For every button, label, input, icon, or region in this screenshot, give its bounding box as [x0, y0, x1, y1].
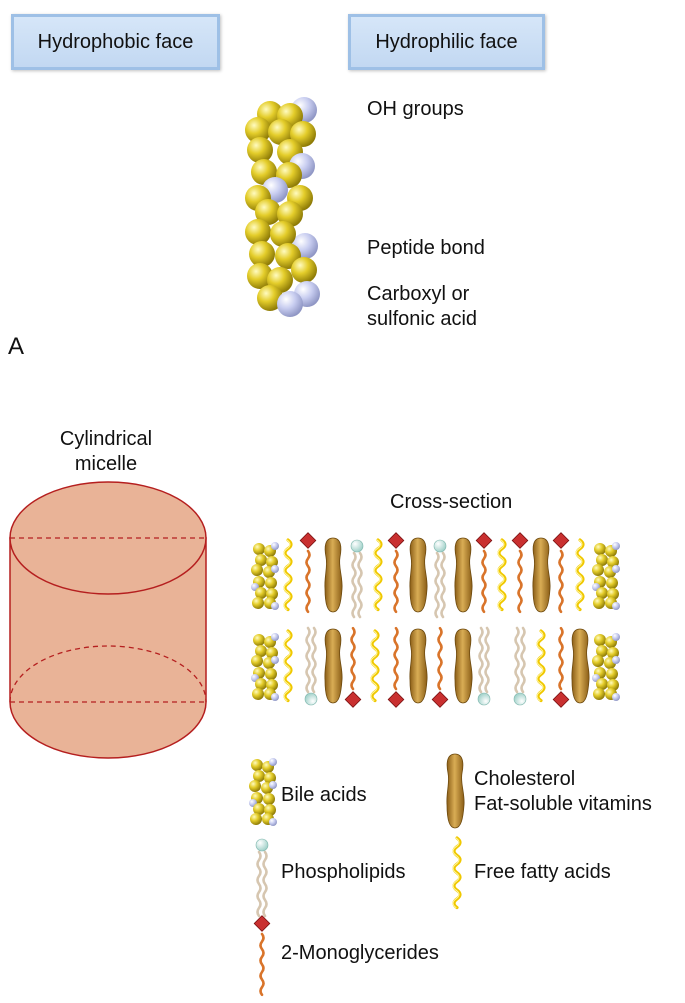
- phospholipid: [434, 540, 446, 617]
- cholesterol: [410, 629, 427, 703]
- cylindrical-micelle-label-line2: micelle: [36, 451, 176, 477]
- cholesterol: [572, 629, 589, 703]
- free-fatty-acid: [576, 540, 583, 610]
- monoglyceride: [476, 533, 492, 612]
- bile-acid: [251, 633, 279, 701]
- hydrophilic-face-label: Hydrophilic face: [375, 31, 517, 54]
- free-fatty-acid: [374, 540, 381, 610]
- oh-groups-label: OH groups: [367, 96, 464, 122]
- monoglyceride: [553, 628, 569, 707]
- phospholipid: [351, 540, 363, 617]
- legend-bile-acids-label: Bile acids: [281, 782, 367, 808]
- free-fatty-acid: [537, 631, 544, 701]
- hydrophilic-face-box: Hydrophilic face: [348, 14, 545, 70]
- legend-monoglycerides-icon: [254, 916, 270, 995]
- cholesterol: [325, 538, 342, 612]
- free-fatty-acid: [371, 631, 378, 701]
- cylindrical-micelle-label-line1: Cylindrical: [36, 426, 176, 452]
- legend-cholesterol-label: Cholesterol: [474, 766, 575, 792]
- cholesterol: [455, 538, 472, 612]
- cross-section-label: Cross-section: [390, 489, 512, 515]
- monoglyceride: [388, 628, 404, 707]
- cholesterol: [410, 538, 427, 612]
- cross-section-bottom-row: [251, 628, 620, 707]
- cholesterol: [533, 538, 550, 612]
- bile-acid: [251, 542, 279, 610]
- legend-fat-soluble-vitamins-label: Fat-soluble vitamins: [474, 791, 652, 817]
- legend-cholesterol-icon: [447, 754, 464, 828]
- monoglyceride: [432, 628, 448, 707]
- monoglyceride: [300, 533, 316, 612]
- carboxyl-label-line1: Carboxyl or: [367, 281, 469, 307]
- legend-monoglycerides-label: 2-Monoglycerides: [281, 940, 439, 966]
- bile-acid-molecule: [245, 97, 320, 317]
- cylinder-micelle: [10, 482, 206, 758]
- free-fatty-acid: [284, 540, 291, 610]
- cholesterol: [325, 629, 342, 703]
- legend-free-fatty-acids-label: Free fatty acids: [474, 859, 611, 885]
- monoglyceride: [388, 533, 404, 612]
- phospholipid: [514, 628, 526, 705]
- free-fatty-acid: [498, 540, 505, 610]
- legend-free-fatty-acids-icon: [453, 838, 460, 908]
- monoglyceride: [345, 628, 361, 707]
- monoglyceride: [553, 533, 569, 612]
- phospholipid: [305, 628, 317, 705]
- free-fatty-acid: [284, 631, 291, 701]
- carboxyl-label-line2: sulfonic acid: [367, 306, 477, 332]
- panel-letter-a: A: [8, 332, 24, 362]
- bile-acid: [592, 542, 620, 610]
- cholesterol: [455, 629, 472, 703]
- monoglyceride: [512, 533, 528, 612]
- hydrophobic-face-box: Hydrophobic face: [11, 14, 220, 70]
- hydrophobic-face-label: Hydrophobic face: [38, 31, 194, 54]
- peptide-bond-label: Peptide bond: [367, 235, 485, 261]
- legend-bile-acids-icon: [249, 758, 277, 826]
- phospholipid: [478, 628, 490, 705]
- legend-phospholipids-label: Phospholipids: [281, 859, 406, 885]
- bile-acid: [592, 633, 620, 701]
- cross-section-top-row: [251, 533, 620, 617]
- legend-phospholipids-icon: [256, 839, 268, 916]
